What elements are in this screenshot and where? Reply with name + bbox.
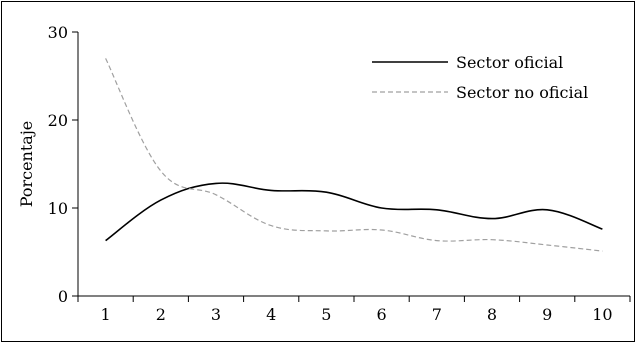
- x-tick-label: 7: [432, 305, 442, 324]
- x-tick-label: 9: [542, 305, 552, 324]
- y-tick-label: 0: [58, 287, 68, 306]
- y-axis-title: Porcentaje: [17, 121, 36, 208]
- legend-label: Sector oficial: [456, 53, 563, 72]
- x-tick-label: 1: [101, 305, 111, 324]
- series-line-2: [105, 58, 603, 252]
- y-tick-label: 10: [48, 199, 68, 218]
- x-tick-label: 4: [266, 305, 276, 324]
- y-tick-label: 30: [48, 23, 68, 42]
- legend: Sector oficial Sector no oficial: [372, 53, 588, 102]
- x-tick-label: 10: [592, 305, 612, 324]
- axes: 0 10 20 30 1 2 3 4 5 6 7 8 9 10: [48, 23, 631, 324]
- series-line-1: [105, 182, 603, 242]
- x-tick-label: 5: [321, 305, 331, 324]
- series-layer: [105, 58, 603, 252]
- x-tick-label: 3: [211, 305, 221, 324]
- x-tick-label: 8: [487, 305, 497, 324]
- x-tick-label: 6: [377, 305, 387, 324]
- y-tick-label: 20: [48, 111, 68, 130]
- legend-label: Sector no oficial: [456, 83, 588, 102]
- x-tick-label: 2: [156, 305, 166, 324]
